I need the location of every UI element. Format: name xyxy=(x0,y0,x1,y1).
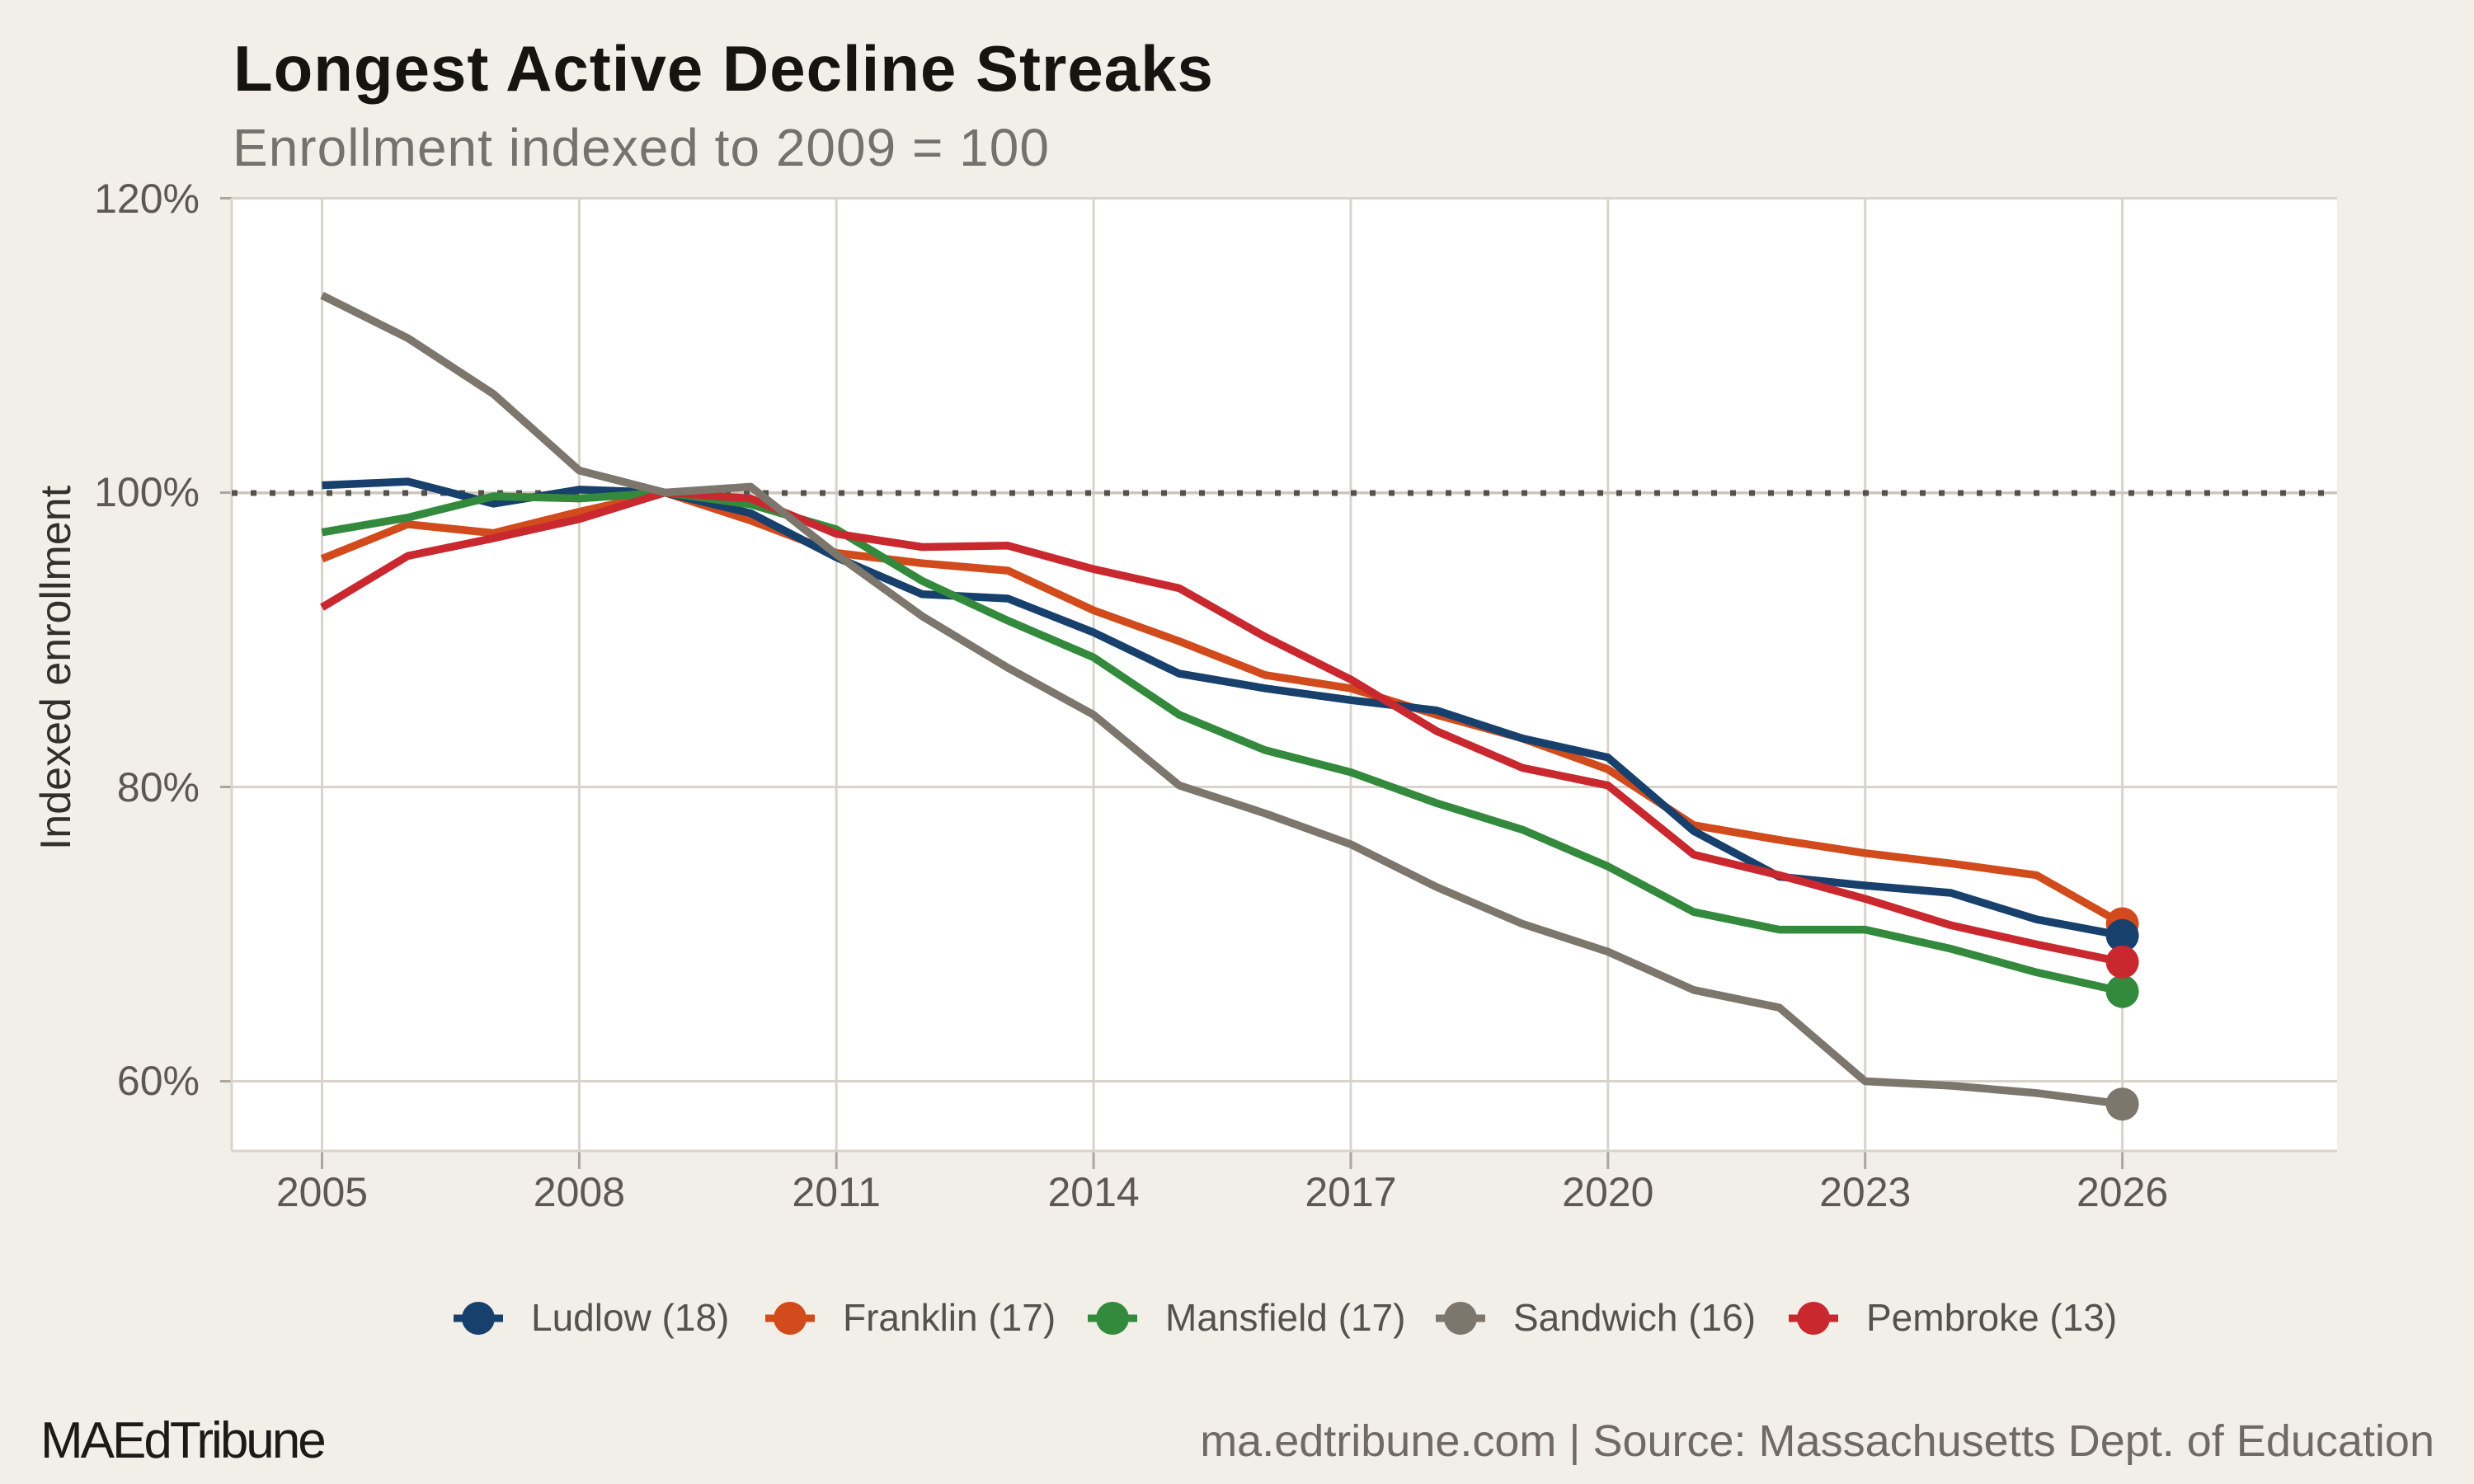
svg-text:2005: 2005 xyxy=(276,1169,368,1215)
svg-text:Sandwich (16): Sandwich (16) xyxy=(1513,1296,1756,1339)
svg-text:Enrollment indexed to 2009 = 1: Enrollment indexed to 2009 = 100 xyxy=(233,118,1050,177)
svg-text:Ludlow (18): Ludlow (18) xyxy=(531,1296,729,1339)
svg-text:2008: 2008 xyxy=(534,1169,625,1215)
svg-text:Mansfield (17): Mansfield (17) xyxy=(1165,1296,1405,1339)
svg-text:ma.edtribune.com | Source: Mas: ma.edtribune.com | Source: Massachusetts… xyxy=(1200,1416,2434,1466)
svg-text:80%: 80% xyxy=(117,764,200,810)
svg-text:2023: 2023 xyxy=(1819,1169,1911,1215)
svg-text:2014: 2014 xyxy=(1047,1169,1139,1215)
svg-text:Franklin (17): Franklin (17) xyxy=(843,1296,1056,1339)
svg-text:60%: 60% xyxy=(117,1058,200,1104)
svg-text:MAEdTribune: MAEdTribune xyxy=(40,1412,324,1469)
svg-text:2017: 2017 xyxy=(1305,1169,1396,1215)
svg-text:Longest Active Decline Streaks: Longest Active Decline Streaks xyxy=(233,32,1214,105)
svg-text:120%: 120% xyxy=(94,176,200,222)
svg-text:2026: 2026 xyxy=(2077,1169,2168,1215)
svg-text:2011: 2011 xyxy=(792,1169,881,1215)
svg-text:100%: 100% xyxy=(94,469,200,515)
svg-text:Indexed enrollment: Indexed enrollment xyxy=(32,485,80,850)
svg-text:Pembroke (13): Pembroke (13) xyxy=(1866,1296,2117,1339)
svg-text:2020: 2020 xyxy=(1562,1169,1653,1215)
